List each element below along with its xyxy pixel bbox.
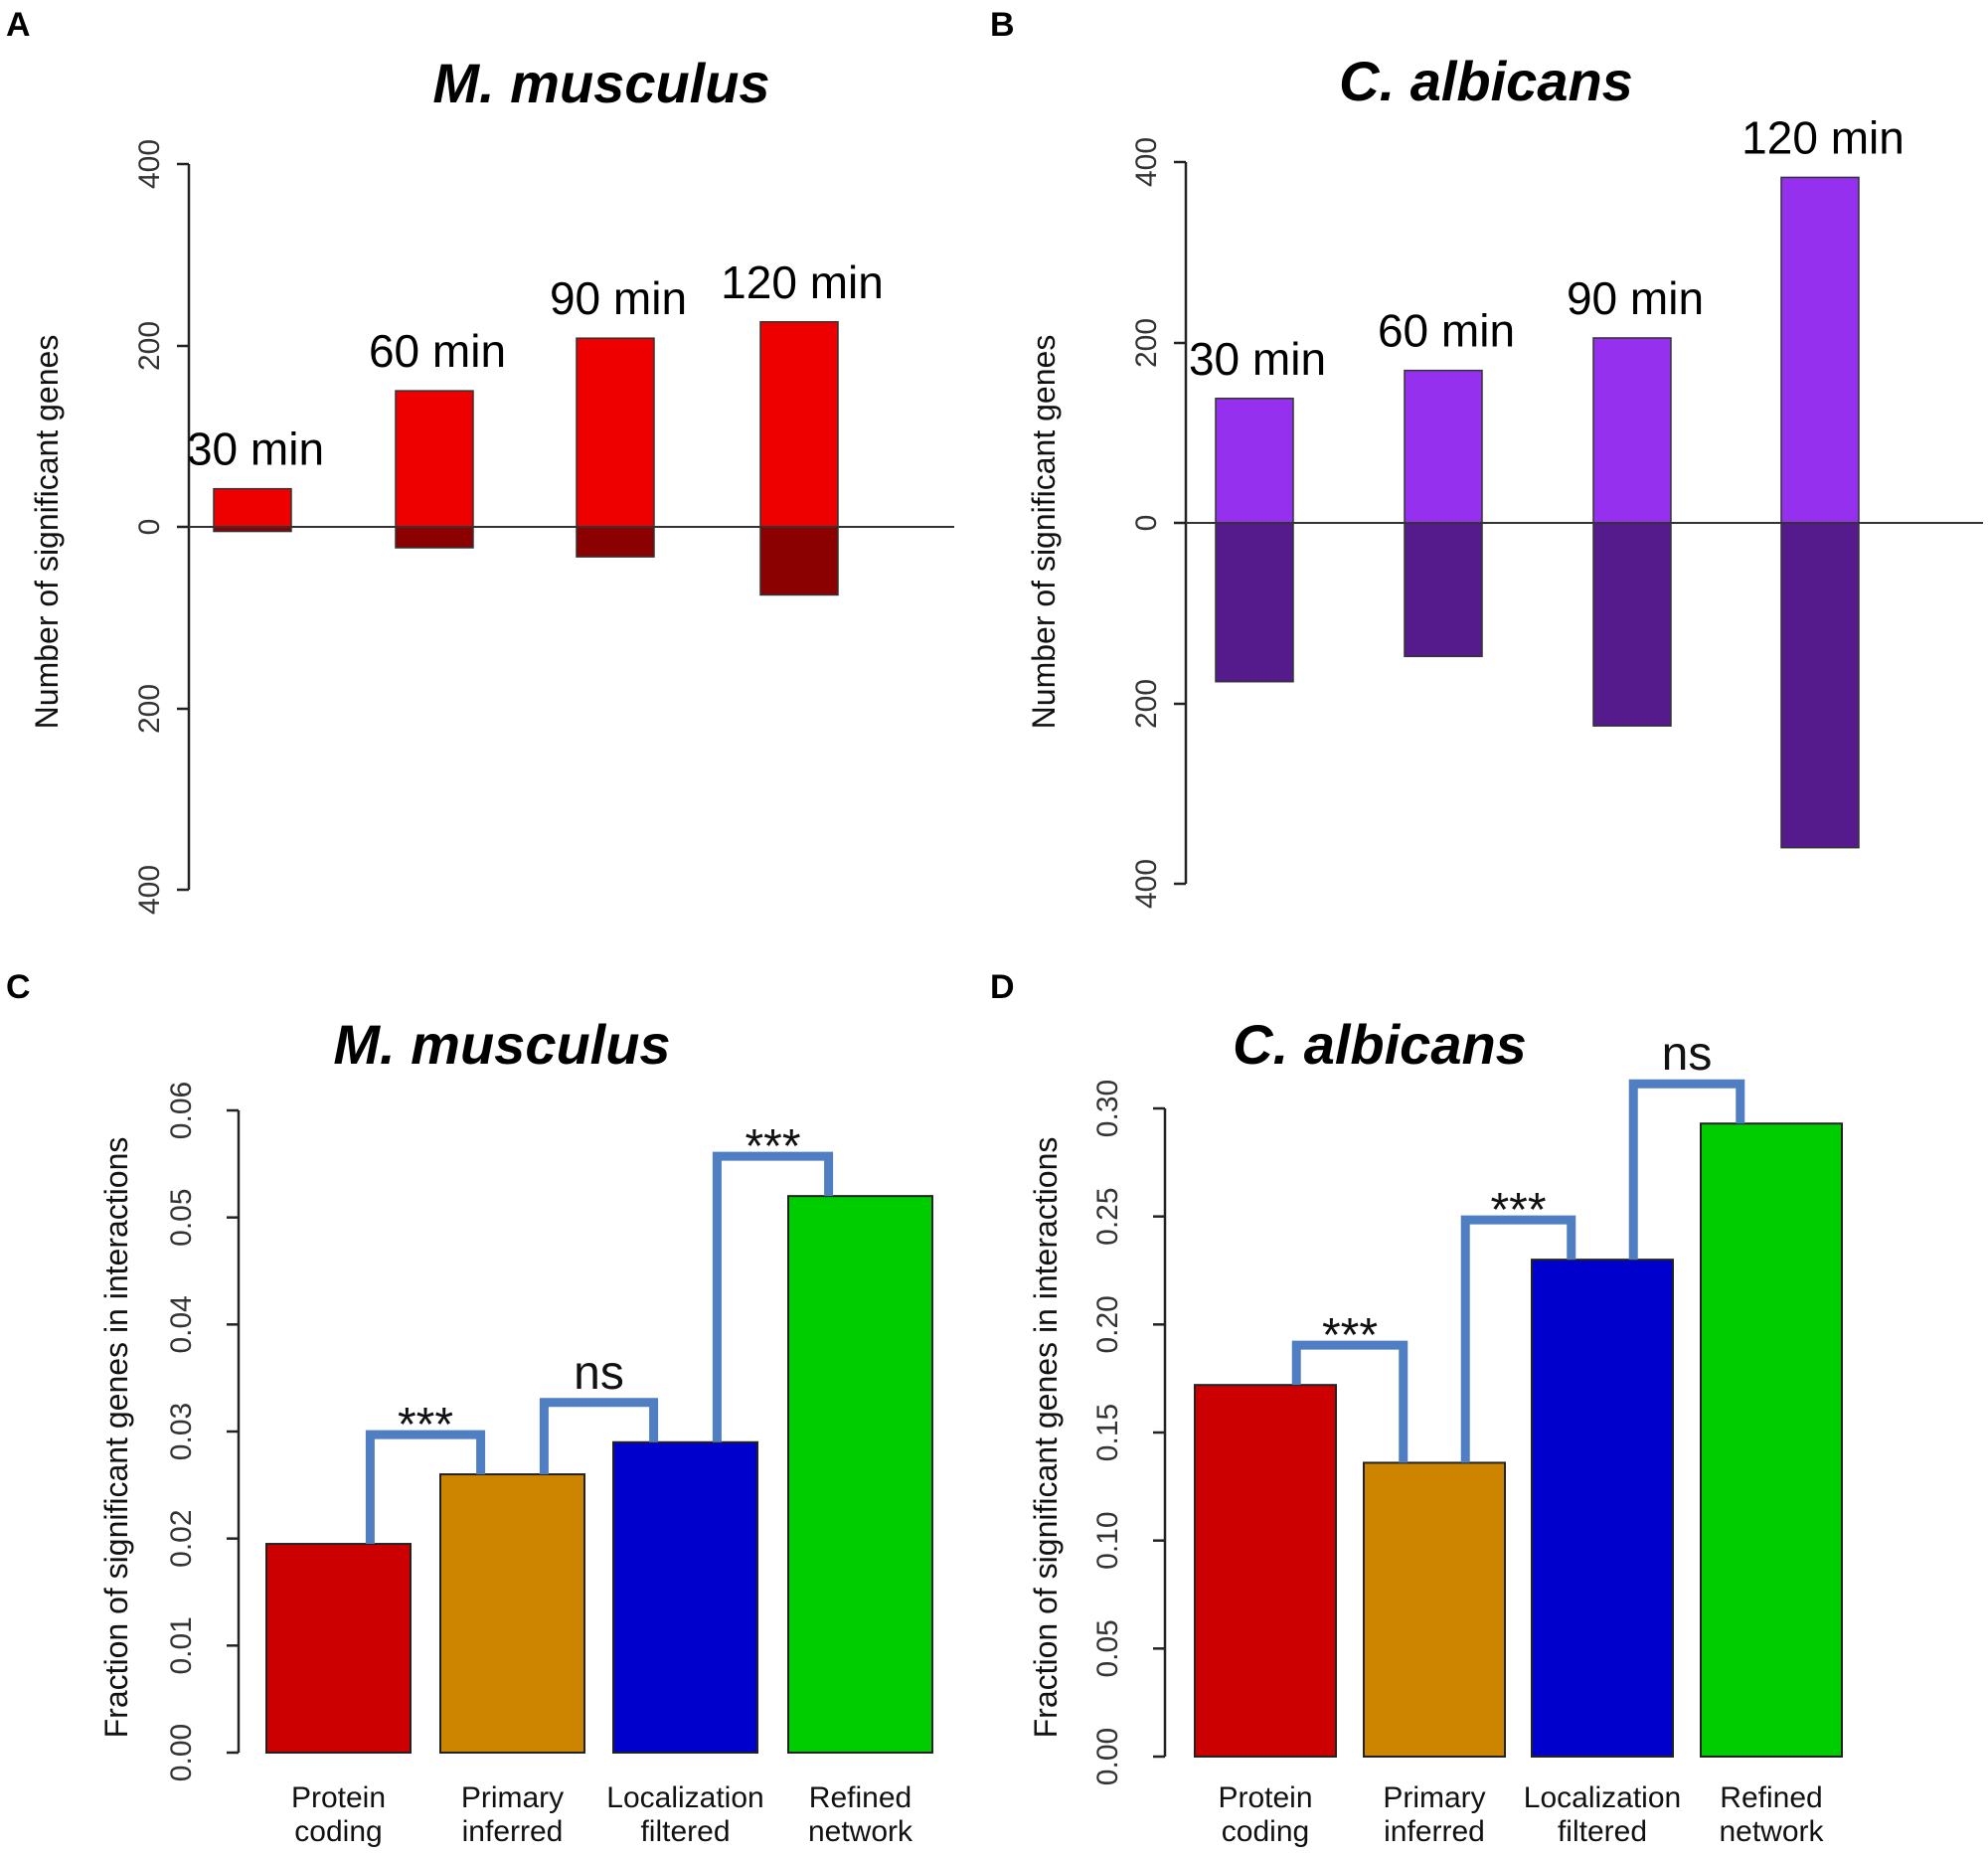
panel-c-y-tick-label: 0.03 [165,1403,198,1460]
panel-d-category-label: Localization [1524,1781,1681,1814]
panel-d-y-tick-label: 0.20 [1091,1295,1124,1353]
panel-c-y-tick-label: 0.06 [165,1082,198,1139]
panel-c-category-label: Primary [461,1781,564,1814]
panel-c-y-tick-label: 0.00 [165,1724,198,1781]
panel-b-bar-label: 60 min [1378,305,1515,357]
panel-c-y-tick-label: 0.05 [165,1188,198,1246]
panel-a-y-tick-label: 400 [133,865,166,915]
panel-b-bar-up [1215,398,1294,524]
panel-b-bar-label: 90 min [1567,272,1704,324]
panel-c-y-axis-label: Fraction of significant genes in interac… [98,1137,134,1739]
panel-c-y-tick-label: 0.02 [165,1509,198,1567]
panel-d-category-label: Primary [1383,1781,1485,1814]
panel-a-bar-down [395,526,474,549]
panel-d-bar [1531,1259,1674,1758]
panel-c-letter: C [6,968,31,1006]
panel-b-bar-up [1780,176,1860,524]
panel-a-letter: A [6,6,31,44]
panel-a-y-tick-label: 0 [133,519,166,536]
panel-d-y-tick-label: 0.05 [1091,1619,1124,1677]
panel-c-category-label: filtered [640,1815,730,1848]
panel-a-bar-up [213,487,292,528]
panel-d-bar [1700,1122,1843,1759]
panel-c-significance-bracket [712,1151,834,1442]
panel-b-bar-down [1780,522,1860,849]
panel-d-category-label: filtered [1558,1815,1647,1848]
panel-d-category-label: Refined [1720,1781,1822,1814]
panel-a-bar-up [395,390,474,528]
panel-c-category-label: Refined [809,1781,911,1814]
panel-c-title: M. musculus [333,1013,670,1076]
panel-d-bar [1194,1384,1337,1758]
panel-c-significance-label: *** [398,1399,453,1451]
panel-b-bar-down [1215,522,1294,683]
panel-a-y-tick-label: 200 [133,684,166,734]
panel-c-bar [787,1195,933,1754]
panel-b-title: C. albicans [1339,50,1633,112]
panel-c-significance-label: ns [574,1347,624,1400]
panel-b-y-tick-label: 400 [1130,859,1163,909]
panel-c-category-label: coding [294,1815,382,1848]
panel-d-significance-bracket [1628,1079,1745,1261]
panel-d-y-axis-label: Fraction of significant genes in interac… [1028,1137,1064,1739]
panel-c-bar [265,1543,412,1755]
panel-d-letter: D [990,968,1015,1006]
panel-d-significance-label: ns [1662,1028,1713,1081]
panel-b-y-tick-label: 200 [1130,679,1163,729]
panel-b-bar-up [1592,337,1672,524]
panel-a-y-tick-label: 200 [133,321,166,371]
panel-b-bar-down [1404,522,1483,658]
panel-c-significance-bracket [539,1398,659,1475]
panel-d-category-label: inferred [1384,1815,1485,1848]
panel-b-letter: B [990,6,1015,44]
panel-a-bar-label: 30 min [187,423,324,475]
panel-c-y-tick-label: 0.01 [165,1616,198,1674]
panel-d-title: C. albicans [1233,1013,1527,1076]
panel-d-significance-label: *** [1490,1184,1546,1237]
panel-d-y-tick-label: 0.00 [1091,1728,1124,1785]
panel-c-bar [439,1473,585,1754]
panel-b-bar-down [1592,522,1672,727]
panel-b-y-axis-label: Number of significant genes [1026,335,1062,730]
panel-a-title: M. musculus [432,52,769,114]
panel-a-y-tick-label: 400 [133,139,166,189]
panel-b-bar-label: 30 min [1189,333,1326,385]
panel-d-significance-bracket [1291,1340,1408,1463]
panel-b-y-tick-label: 200 [1130,318,1163,368]
panel-a-y-axis-label: Number of significant genes [29,335,65,730]
panel-c-category-label: inferred [462,1815,564,1848]
panel-d-y-tick-label: 0.10 [1091,1511,1124,1569]
panel-b-bar-label: 120 min [1741,111,1905,163]
panel-c-y-tick-label: 0.04 [165,1295,198,1353]
panel-c-bar [612,1440,758,1755]
panel-d-y-tick-label: 0.25 [1091,1187,1124,1245]
panel-d-category-label: coding [1222,1815,1309,1848]
panel-a-bar-down [576,526,655,558]
panel-d-significance-label: *** [1322,1309,1378,1362]
panel-b-y-tick-label: 0 [1130,515,1163,532]
panel-c-category-label: Protein [291,1781,386,1814]
panel-c-significance-label: *** [745,1120,800,1173]
panel-d-y-tick-label: 0.15 [1091,1404,1124,1461]
panel-d-significance-bracket [1460,1215,1576,1463]
panel-a-bar-up [759,321,839,528]
panel-a-bar-up [576,337,655,528]
panel-a-bar-label: 120 min [721,256,884,308]
panel-a-bar-down [759,526,839,596]
panel-c-significance-bracket [365,1430,486,1545]
panel-d-category-label: Protein [1218,1781,1312,1814]
panel-d-category-label: network [1719,1815,1824,1848]
panel-a-bar-label: 90 min [550,272,687,324]
panel-d-y-tick-label: 0.30 [1091,1080,1124,1137]
panel-d-bar [1363,1461,1506,1758]
panel-a-bar-label: 60 min [369,325,506,377]
panel-b-bar-up [1404,369,1483,524]
panel-c-category-label: network [808,1815,913,1848]
panel-c-category-label: Localization [606,1781,763,1814]
panel-b-y-tick-label: 400 [1130,137,1163,187]
